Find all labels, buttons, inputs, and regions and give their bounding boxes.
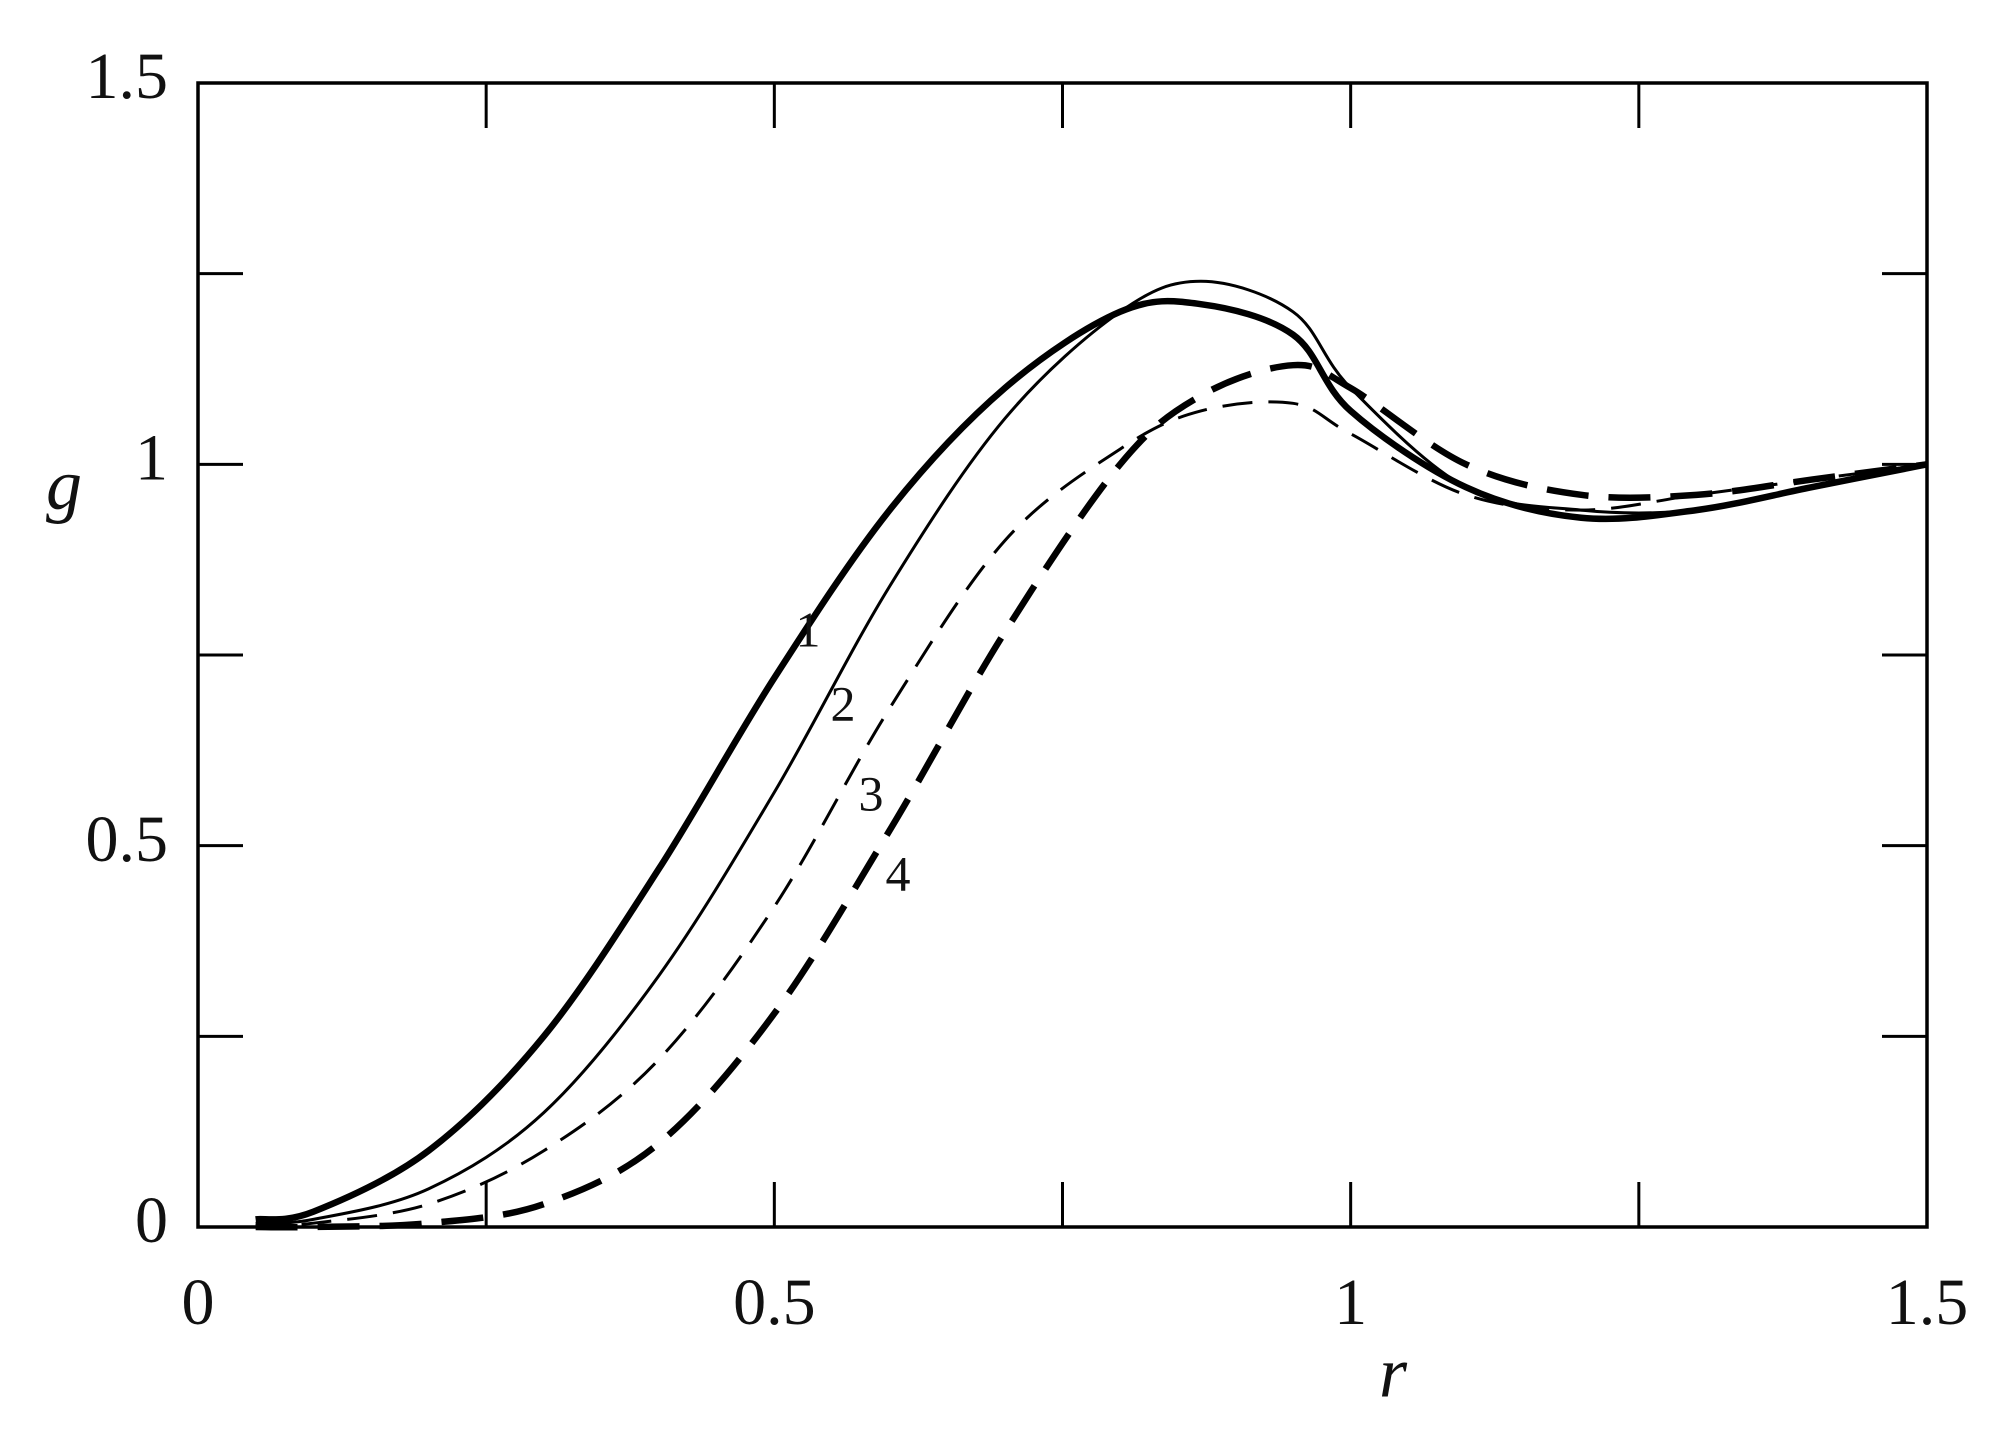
series-label: 4: [886, 845, 911, 901]
y-tick-label: 1: [135, 421, 168, 494]
plot-frame: [196, 81, 1929, 1229]
series-label: 2: [831, 675, 856, 731]
x-axis-label: r: [1379, 1333, 1408, 1413]
x-tick-label: 1: [1334, 1266, 1367, 1339]
y-tick-label: 1.5: [86, 40, 169, 113]
x-tick-label: 1.5: [1886, 1266, 1969, 1339]
series-label: 3: [859, 765, 884, 821]
series-label: 1: [796, 601, 821, 657]
x-tick-label: 0: [182, 1266, 215, 1339]
y-tick-label: 0.5: [86, 803, 169, 876]
series-line: [255, 297, 1928, 1223]
series-line: [255, 361, 1928, 1231]
x-tick-label: 0.5: [733, 1266, 816, 1339]
series-line: [255, 400, 1928, 1228]
y-tick-label: 0: [135, 1184, 168, 1257]
y-axis-label: g: [46, 445, 82, 525]
